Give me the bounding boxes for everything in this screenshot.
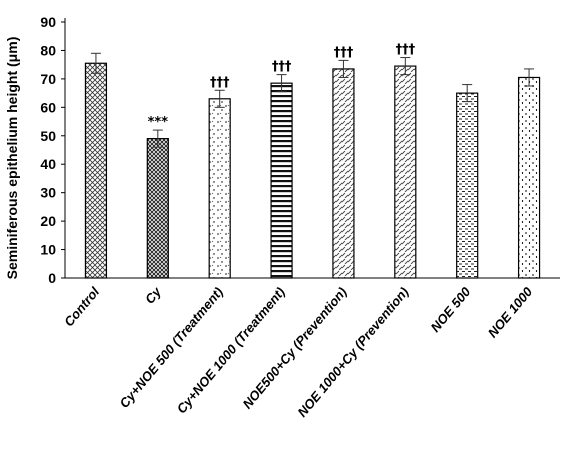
category-label-3: Cy+NOE 1000 (Treatment) — [174, 284, 288, 416]
category-label-5: NOE 1000+Cy (Prevention) — [294, 284, 411, 420]
bar-1 — [146, 138, 169, 279]
y-tick-label: 10 — [40, 242, 56, 258]
y-tick-label: 60 — [40, 99, 56, 115]
y-tick-label: 50 — [40, 128, 56, 144]
significance-mark-5: ††† — [396, 43, 416, 58]
bar-4 — [332, 68, 355, 279]
y-tick-label: 30 — [40, 185, 56, 201]
significance-mark-2: ††† — [210, 75, 230, 90]
bar-2 — [208, 98, 231, 279]
category-label-7: NOE 1000 — [485, 284, 536, 341]
y-tick-label: 0 — [48, 270, 56, 286]
significance-mark-1: *** — [148, 115, 169, 130]
category-label-2: Cy+NOE 500 (Treatment) — [116, 284, 226, 411]
bar-3 — [270, 82, 293, 279]
category-label-0: Control — [61, 284, 102, 329]
bar-5 — [394, 65, 417, 279]
bar-0 — [84, 62, 108, 279]
y-tick-label: 80 — [40, 42, 56, 58]
y-tick-label: 70 — [40, 71, 56, 87]
category-label-4: NOE500+Cy (Prevention) — [240, 284, 350, 411]
bars — [84, 52, 541, 279]
y-axis-label: Seminiferous epithelium height (μm) — [4, 37, 20, 280]
bar-6 — [456, 92, 479, 279]
bar-7 — [517, 76, 541, 279]
category-label-1: Cy — [142, 284, 165, 307]
y-tick-label: 40 — [40, 156, 56, 172]
significance-mark-3: ††† — [272, 60, 292, 75]
y-tick-label: 90 — [40, 14, 56, 30]
axes: 0 10 20 30 40 50 60 70 80 90 Seminiferous epitheli… — [4, 14, 560, 286]
category-label-6: NOE 500 — [428, 284, 474, 335]
y-tick-label: 20 — [40, 213, 56, 229]
significance-mark-4: ††† — [334, 45, 354, 60]
